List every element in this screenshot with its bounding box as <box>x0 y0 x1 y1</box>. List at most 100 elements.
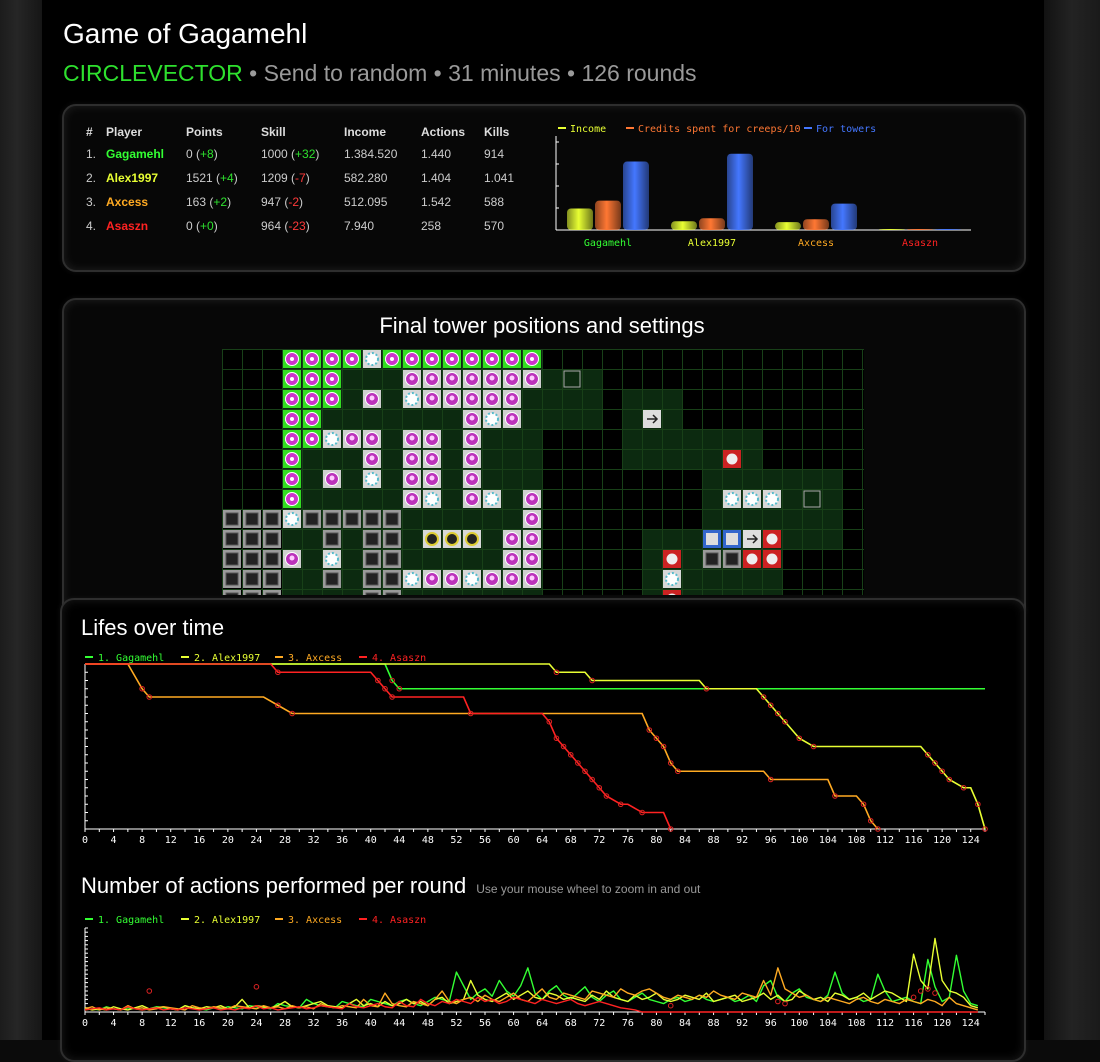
orb-tower-icon <box>403 470 421 488</box>
orb-tower-icon <box>403 370 421 388</box>
arrow-tower-icon <box>523 350 541 368</box>
path-cell <box>702 569 722 589</box>
life-lost-marker <box>389 694 395 700</box>
orb-tower-icon <box>503 530 521 548</box>
bar <box>567 208 593 230</box>
path-cell <box>302 549 322 569</box>
path-cell <box>782 529 802 549</box>
x-tick-label: 20 <box>222 835 234 846</box>
stats-panel <box>62 104 1026 272</box>
flower-tower-icon <box>483 490 501 508</box>
flower-tower-icon <box>403 570 421 588</box>
red-tower-icon <box>763 550 781 568</box>
path-cell <box>782 469 802 489</box>
points-cell: 0 (+0) <box>186 219 218 233</box>
bar <box>831 203 857 230</box>
red-tower-icon <box>723 450 741 468</box>
block-tower-icon <box>363 590 381 595</box>
path-cell <box>662 409 682 429</box>
life-lost-marker <box>575 760 581 766</box>
x-tick-label: 96 <box>765 1018 777 1029</box>
path-cell <box>562 409 582 429</box>
path-cell <box>702 449 722 469</box>
path-cell <box>302 469 322 489</box>
flower-tower-icon <box>423 490 441 508</box>
flower-tower-icon <box>763 490 781 508</box>
player-name[interactable]: Asaszn <box>106 219 149 233</box>
block-tower-icon <box>223 590 241 595</box>
arrow-tower-icon <box>383 350 401 368</box>
actions-cell: 258 <box>421 219 442 233</box>
life-lost-marker <box>389 677 395 684</box>
path-cell <box>482 449 502 469</box>
block-tower-icon <box>343 510 361 528</box>
arrow-tower-icon <box>443 350 461 368</box>
legend-label: Credits spent for creeps/10 <box>638 124 801 135</box>
life-lost-marker <box>782 718 788 725</box>
income-cell: 512.095 <box>344 195 388 209</box>
series-line <box>85 663 986 830</box>
blue-tower-icon <box>723 530 741 548</box>
points-cell: 163 (+2) <box>186 195 232 209</box>
orb-tower-icon <box>463 390 481 408</box>
skill-cell: 964 (-23) <box>261 219 310 233</box>
orb-tower-icon <box>463 370 481 388</box>
orb-tower-icon <box>523 510 541 528</box>
x-tick-label: 108 <box>847 1018 865 1029</box>
flower-tower-icon <box>483 410 501 428</box>
income-cell: 1.384.520 <box>344 147 398 161</box>
red-tower-icon <box>663 550 681 568</box>
income-cell: 582.280 <box>344 171 388 185</box>
x-tick-label: 100 <box>790 1018 808 1029</box>
path-cell <box>722 589 742 595</box>
points-value: 0 <box>186 219 193 233</box>
player-name[interactable]: Gagamehl <box>106 147 165 161</box>
points-delta: +4 <box>220 171 234 185</box>
orb-tower-icon <box>423 370 441 388</box>
category-label: Alex1997 <box>688 238 736 249</box>
skill-cell: 1209 (-7) <box>261 171 310 185</box>
path-cell <box>322 409 342 429</box>
life-lost-marker <box>982 826 988 832</box>
life-lost-marker <box>275 702 281 709</box>
charts-panel <box>60 598 1026 1062</box>
x-tick-label: 12 <box>165 835 177 846</box>
path-cell <box>422 589 442 595</box>
points-value: 0 <box>186 147 193 161</box>
path-cell <box>762 469 782 489</box>
player-name[interactable]: Alex1997 <box>106 171 159 185</box>
path-cell <box>822 509 842 529</box>
arrow-tower-icon <box>323 350 341 368</box>
block-tower-icon <box>243 590 261 595</box>
life-lost-marker <box>867 817 874 824</box>
x-tick-label: 36 <box>336 835 348 846</box>
life-lost-marker <box>560 743 567 750</box>
x-tick-label: 112 <box>876 835 894 846</box>
orb-tower-icon <box>503 370 521 388</box>
path-cell <box>742 509 762 529</box>
legend-label: 2. Alex1997 <box>194 653 260 664</box>
path-cell <box>462 509 482 529</box>
block-tower-icon <box>223 530 241 548</box>
life-lost-marker <box>275 669 281 676</box>
game-meta-text: • Send to random • 31 minutes • 126 roun… <box>242 60 697 86</box>
path-cell <box>542 409 562 429</box>
path-cell <box>382 449 402 469</box>
legend-label: 4. Asaszn <box>372 915 426 926</box>
kills-cell: 914 <box>484 147 505 161</box>
page-title: Game of Gagamehl <box>63 18 308 49</box>
life-lost-marker <box>660 743 667 750</box>
left-background-strip <box>0 0 42 1040</box>
x-tick-label: 88 <box>708 835 720 846</box>
life-lost-marker <box>767 776 774 783</box>
player-name[interactable]: Axcess <box>106 195 149 209</box>
life-lost-marker <box>810 743 817 750</box>
series-line <box>84 967 979 1011</box>
path-cell <box>662 429 682 449</box>
orb-tower-icon <box>463 470 481 488</box>
actions-per-round-chart[interactable]: 1. Gagamehl 2. Alex1997 3. Axcess 4. Asaszn… <box>80 910 995 1035</box>
life-lost-marker <box>667 826 674 832</box>
path-cell <box>702 489 722 509</box>
orb-tower-icon <box>463 450 481 468</box>
bar <box>775 222 801 230</box>
